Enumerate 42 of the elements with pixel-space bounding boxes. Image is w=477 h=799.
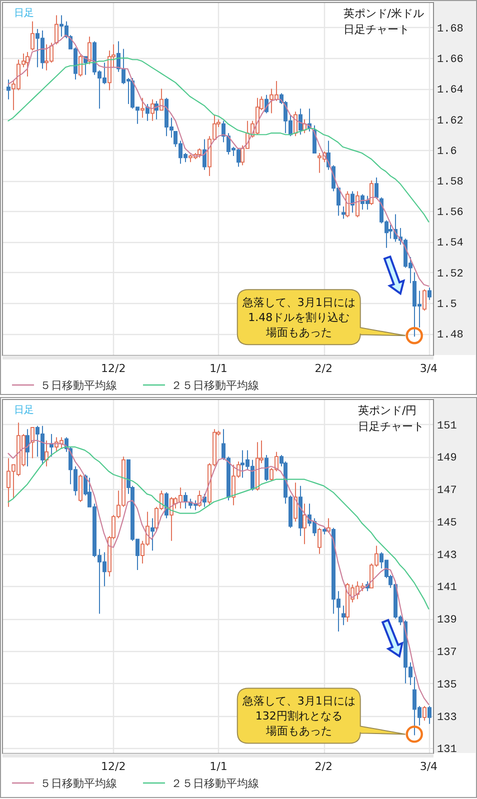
y-tick-label: 1.52 <box>437 268 464 280</box>
x-tick-label: 12/2 <box>101 362 126 375</box>
text: 日足チャート <box>358 420 424 433</box>
y-tick-label: 151 <box>437 420 458 432</box>
y-tick-label: 1.68 <box>437 23 464 36</box>
y-tick-label: 1.6 <box>437 146 457 158</box>
x-tick-label: 3/4 <box>420 362 438 375</box>
x-tick-label: 2/2 <box>314 760 332 773</box>
y-tick-label: 1.48 <box>437 330 464 342</box>
y-tick-label: 1.56 <box>437 207 464 220</box>
x-tick-label: 2/2 <box>314 362 332 375</box>
y-tick-label: 1.64 <box>437 84 464 97</box>
annotation: 日足 <box>14 8 34 19</box>
y-tick-label: 147 <box>437 485 457 498</box>
y-tick-label: 1.58 <box>437 176 464 189</box>
annotation: 日足 <box>14 405 34 416</box>
legend-label: ２５日移動平均線 <box>171 777 259 790</box>
y-tick-label: 139 <box>437 614 457 627</box>
y-tick-label: 143 <box>437 550 457 562</box>
y-tick-label: 1.5 <box>437 298 457 311</box>
annotation: 急落して、3月1日には1.48ドルを割り込む場面もあった <box>241 296 356 340</box>
y-tick-label: 145 <box>437 517 457 530</box>
x-tick-label: 3/4 <box>420 760 438 773</box>
chart-title: 英ポンド/円 <box>358 404 417 417</box>
legend-label: ５日移動平均線 <box>40 379 117 392</box>
x-tick-label: 12/2 <box>101 760 126 773</box>
legend-label: ５日移動平均線 <box>40 777 117 790</box>
y-tick-label: 131 <box>437 744 458 756</box>
x-tick-label: 1/1 <box>210 362 228 375</box>
y-tick-label: 137 <box>437 646 457 659</box>
y-tick-label: 1.54 <box>437 238 464 250</box>
y-tick-label: 149 <box>437 452 457 465</box>
chart-title: 英ポンド/米ドル <box>343 7 424 20</box>
y-tick-label: 141 <box>437 582 458 594</box>
legend-label: ２５日移動平均線 <box>171 379 259 392</box>
y-tick-label: 133 <box>437 712 457 724</box>
y-tick-label: 135 <box>437 679 457 692</box>
annotation: 急落して、3月1日には132円割れとなる場面もあった <box>241 694 356 738</box>
y-tick-label: 1.66 <box>437 54 464 66</box>
y-tick-label: 1.62 <box>437 115 464 128</box>
text: 日足チャート <box>343 23 410 36</box>
x-tick-label: 1/1 <box>210 760 228 773</box>
